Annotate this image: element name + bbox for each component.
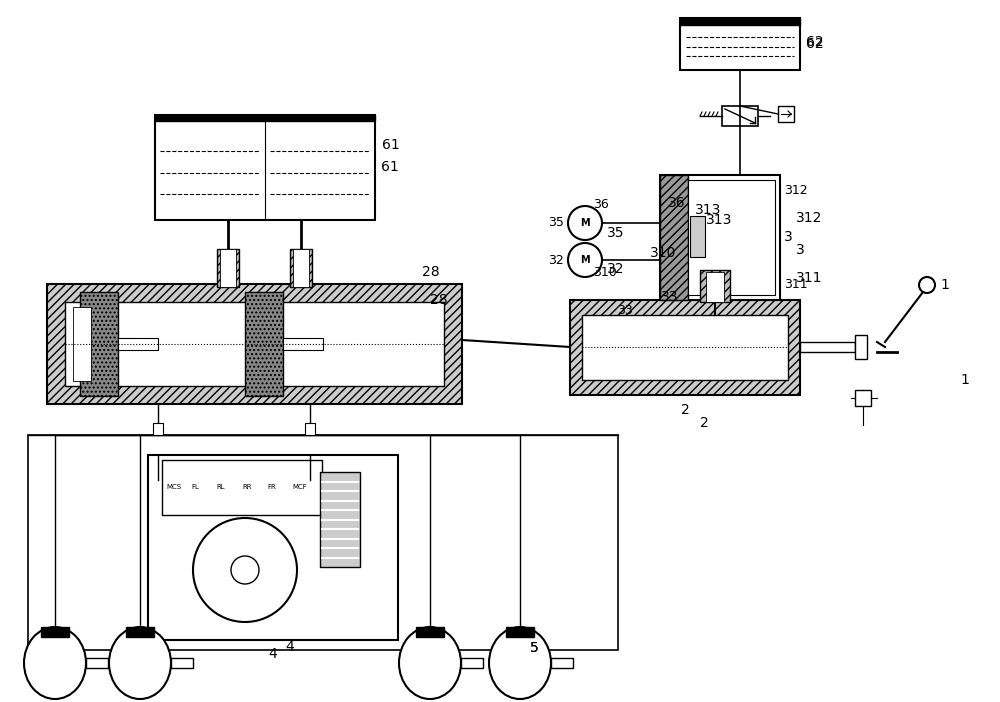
Bar	[305, 423, 315, 435]
Text: 310: 310	[593, 265, 617, 279]
Bar	[855, 390, 871, 406]
Bar	[155, 115, 375, 121]
Bar	[73, 307, 91, 381]
Text: 35: 35	[607, 226, 624, 240]
Ellipse shape	[24, 627, 86, 699]
Text: 61: 61	[381, 160, 399, 174]
Text: M: M	[580, 255, 590, 265]
Bar	[706, 272, 724, 302]
Circle shape	[231, 556, 259, 584]
Text: RL: RL	[217, 484, 225, 490]
Text: 32: 32	[607, 262, 624, 276]
Bar	[47, 284, 462, 404]
Text: 32: 32	[548, 253, 564, 267]
Text: 4: 4	[269, 647, 277, 661]
Text: 61: 61	[382, 138, 400, 152]
Bar	[118, 338, 158, 350]
Bar	[320, 472, 360, 567]
Text: 1: 1	[940, 278, 949, 292]
Bar	[155, 115, 375, 220]
Text: 312: 312	[784, 183, 808, 197]
Text: 36: 36	[593, 199, 609, 211]
Text: 5: 5	[530, 641, 539, 655]
Bar	[86, 658, 108, 668]
Text: MCS: MCS	[166, 484, 181, 490]
Text: 311: 311	[796, 271, 822, 285]
Text: 62: 62	[806, 35, 824, 49]
Text: 4: 4	[285, 640, 294, 654]
Bar	[162, 460, 322, 515]
Text: M: M	[580, 218, 590, 228]
Bar	[570, 300, 800, 395]
Text: FL: FL	[191, 484, 199, 490]
Text: MCF: MCF	[293, 484, 307, 490]
Bar	[461, 658, 483, 668]
Bar	[293, 249, 309, 287]
Bar	[245, 292, 283, 396]
Bar	[290, 249, 312, 287]
Bar	[690, 216, 705, 257]
Bar	[680, 18, 800, 25]
Text: 62: 62	[806, 37, 824, 51]
Circle shape	[568, 243, 602, 277]
Text: 28: 28	[430, 293, 448, 307]
Bar	[220, 249, 236, 287]
Bar	[660, 175, 780, 300]
Bar	[582, 315, 788, 380]
Bar	[416, 627, 444, 637]
Text: 3: 3	[796, 243, 805, 257]
Bar	[148, 455, 398, 640]
Bar	[65, 302, 444, 386]
Bar	[680, 18, 800, 70]
Ellipse shape	[109, 627, 171, 699]
Text: 1: 1	[960, 373, 969, 387]
Text: 2: 2	[681, 403, 689, 417]
Text: FR: FR	[267, 484, 276, 490]
Circle shape	[568, 206, 602, 240]
Circle shape	[919, 277, 935, 293]
Bar	[660, 175, 688, 300]
Bar	[171, 658, 193, 668]
Bar	[283, 338, 323, 350]
Bar	[506, 627, 534, 637]
Ellipse shape	[399, 627, 461, 699]
Bar	[217, 249, 239, 287]
Text: 313: 313	[706, 213, 732, 227]
Text: 313: 313	[695, 203, 721, 217]
Circle shape	[193, 518, 297, 622]
Text: 310: 310	[650, 246, 676, 260]
Bar	[855, 335, 867, 359]
Text: 5: 5	[530, 641, 539, 655]
Bar	[722, 106, 758, 126]
Text: 33: 33	[617, 303, 633, 317]
Text: 312: 312	[796, 211, 822, 225]
Bar	[551, 658, 573, 668]
Text: 2: 2	[700, 416, 709, 430]
Bar	[800, 342, 855, 352]
Text: 3: 3	[784, 230, 793, 244]
Bar	[778, 106, 794, 122]
Bar	[688, 180, 775, 295]
Bar	[700, 270, 730, 302]
Text: 28: 28	[422, 265, 440, 279]
Ellipse shape	[489, 627, 551, 699]
Bar	[41, 627, 69, 637]
Text: 35: 35	[548, 216, 564, 230]
Text: 36: 36	[668, 196, 686, 210]
Bar	[80, 292, 118, 396]
Bar	[153, 423, 163, 435]
Text: 33: 33	[661, 290, 678, 304]
Bar	[126, 627, 154, 637]
Text: RR: RR	[242, 484, 252, 490]
Text: 311: 311	[784, 279, 808, 291]
Bar	[28, 435, 618, 650]
